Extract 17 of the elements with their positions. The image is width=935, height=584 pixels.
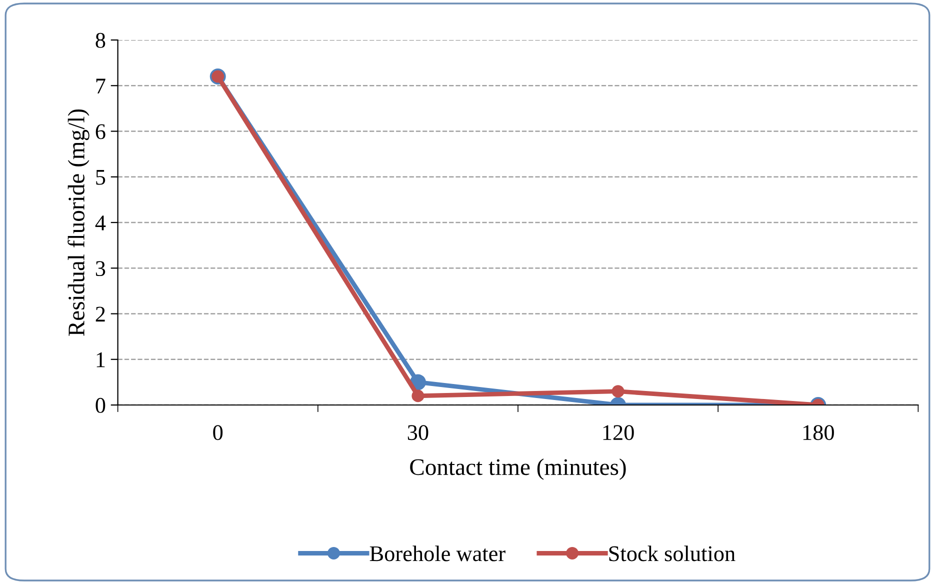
x-tick-label: 30	[408, 425, 428, 440]
x-axis-title: Contact time (minutes)	[410, 458, 626, 480]
y-tick-label: 1	[96, 352, 105, 368]
x-tick-label: 120	[603, 425, 634, 440]
y-tick-label: 2	[96, 306, 105, 322]
y-tick-label: 8	[96, 32, 106, 48]
y-tick-label: 6	[96, 124, 106, 140]
x-tick-label: 0	[213, 425, 223, 440]
y-tick-label: 4	[95, 216, 106, 230]
x-tick-label: 180	[803, 425, 834, 440]
y-tick-label: 0	[96, 398, 106, 413]
y-tick-label: 3	[96, 261, 106, 276]
y-tick-label: 7	[96, 78, 106, 94]
y-tick-label: 5	[96, 170, 106, 185]
legend-label: Borehole water	[370, 546, 506, 562]
y-axis-title: Residual fluoride (mg/l)	[68, 109, 90, 336]
legend-label: Stock solution	[609, 546, 736, 562]
